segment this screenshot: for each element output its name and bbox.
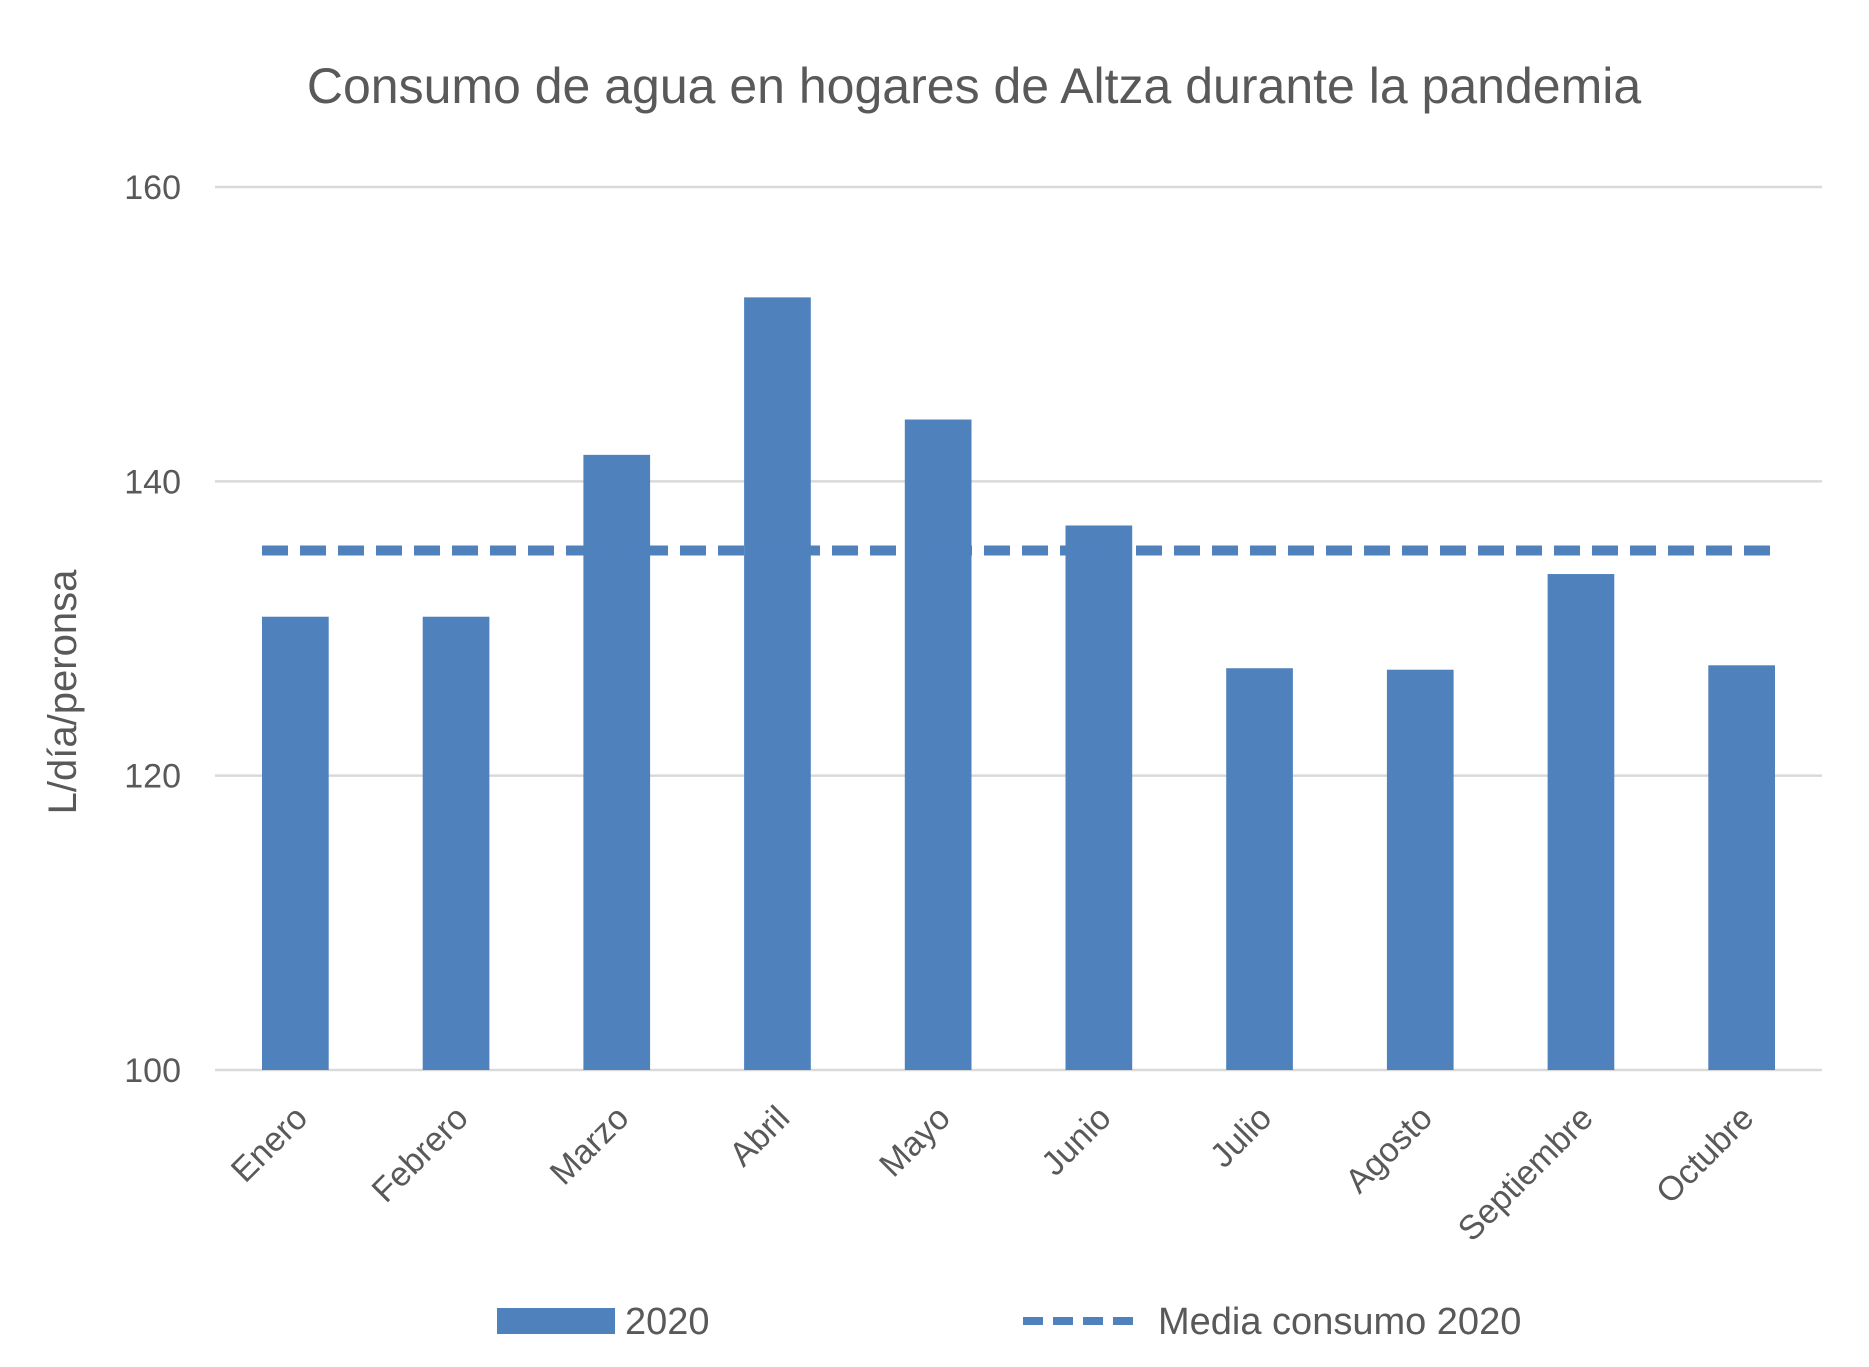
y-axis-ticks: 100 120 140 160	[124, 169, 181, 1090]
y-tick-label: 100	[124, 1052, 181, 1090]
legend-label-2020: 2020	[625, 1301, 710, 1343]
legend: 2020 Media consumo 2020	[497, 1301, 1521, 1343]
x-tick-label: Enero	[224, 1099, 315, 1190]
bar	[583, 454, 651, 1070]
x-axis-ticks: Enero Febrero Marzo Abril Mayo Junio Julio Agos…	[224, 1099, 1761, 1249]
x-tick-label: Febrero	[365, 1099, 476, 1210]
legend-label-media: Media consumo 2020	[1158, 1301, 1521, 1343]
y-axis-label: L/día/peronsa	[41, 569, 85, 814]
bar	[904, 419, 972, 1071]
y-tick-label: 120	[124, 758, 181, 796]
bars	[262, 297, 1775, 1071]
bar	[1547, 574, 1615, 1070]
bar	[262, 616, 329, 1070]
y-tick-label: 140	[124, 463, 181, 501]
x-tick-label: Septiembre	[1451, 1099, 1601, 1249]
x-tick-label: Julio	[1203, 1099, 1279, 1175]
chart-title: Consumo de agua en hogares de Altza dura…	[307, 58, 1641, 114]
y-tick-label: 160	[124, 169, 181, 207]
x-tick-label: Mayo	[872, 1099, 958, 1185]
x-tick-label: Junio	[1034, 1099, 1118, 1183]
bar	[422, 616, 490, 1070]
x-tick-label: Marzo	[543, 1099, 637, 1193]
x-tick-label: Agosto	[1338, 1099, 1440, 1201]
legend-swatch-2020	[497, 1308, 615, 1334]
bar	[1065, 525, 1133, 1070]
bar	[1226, 668, 1293, 1070]
x-tick-label: Abril	[722, 1099, 797, 1174]
bar	[744, 297, 811, 1070]
bar	[1386, 669, 1454, 1070]
x-tick-label: Octubre	[1649, 1099, 1761, 1211]
bar	[1708, 665, 1775, 1070]
